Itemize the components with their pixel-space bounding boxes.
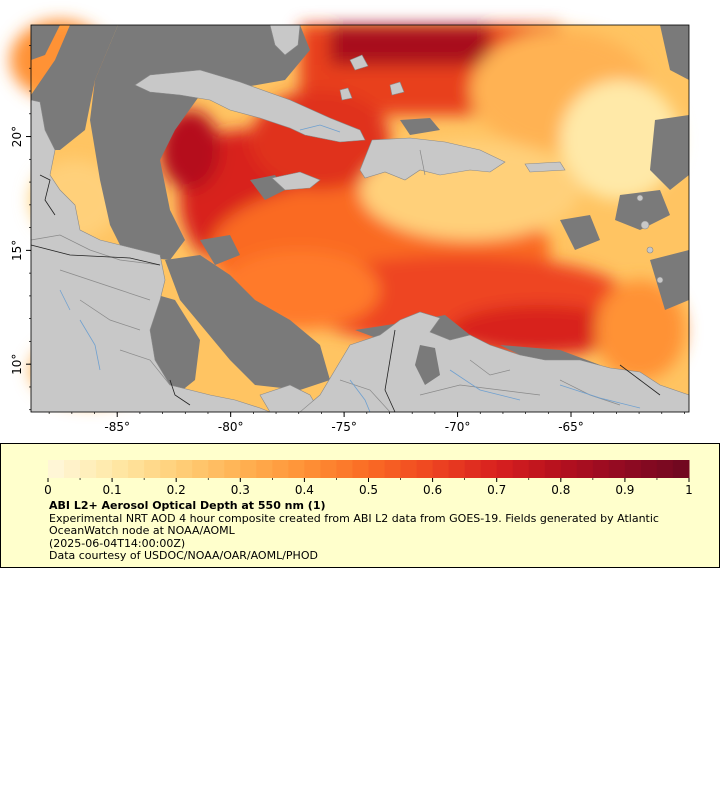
colorbar-cell bbox=[160, 460, 177, 478]
colorbar-cell bbox=[288, 460, 305, 478]
colorbar-cell bbox=[416, 460, 434, 478]
colorbar-tick-label: 0.1 bbox=[103, 483, 122, 494]
lon-tick-label: -80° bbox=[218, 420, 244, 434]
latitude-axis: 20° 15° 10° bbox=[10, 45, 31, 411]
colorbar-ticks: 0 0.1 0.2 0.3 0.4 0.5 0.6 0.7 0.8 0.9 1 bbox=[44, 478, 693, 494]
colorbar-cell bbox=[672, 460, 690, 478]
colorbar-cell bbox=[48, 460, 65, 478]
colorbar-tick-label: 0.8 bbox=[551, 483, 570, 494]
colorbar-tick-label: 0.4 bbox=[295, 483, 314, 494]
colorbar-cell bbox=[192, 460, 209, 478]
colorbar-cell bbox=[448, 460, 466, 478]
colorbar-cell bbox=[432, 460, 450, 478]
lat-tick-label: 10° bbox=[10, 354, 24, 375]
colorbar-tick-label: 0 bbox=[44, 483, 52, 494]
colorbar-cell bbox=[64, 460, 81, 478]
colorbar-cell bbox=[640, 460, 658, 478]
colorbar-cell bbox=[480, 460, 498, 478]
colorbar-tick-label: 0.3 bbox=[231, 483, 250, 494]
lon-tick-label: -70° bbox=[445, 420, 471, 434]
map-figure: -85° -80° -75° -70° -65° 20° 15° 10° bbox=[10, 20, 690, 434]
colorbar-cell bbox=[128, 460, 145, 478]
colorbar-cell bbox=[656, 460, 674, 478]
lon-tick-label: -85° bbox=[104, 420, 130, 434]
colorbar-cell bbox=[96, 460, 113, 478]
map-area bbox=[10, 20, 690, 413]
colorbar-cell bbox=[208, 460, 225, 478]
colorbar-cell bbox=[592, 460, 610, 478]
hispaniola-island bbox=[359, 137, 506, 181]
rivers bbox=[59, 124, 641, 413]
colorbar-cell bbox=[304, 460, 321, 478]
colorbar-cell bbox=[256, 460, 273, 478]
legend-credit: Data courtesy of USDOC/NOAA/OAR/AOML/PHO… bbox=[49, 549, 318, 562]
lon-tick-label: -75° bbox=[331, 420, 357, 434]
legend-description: Experimental NRT AOD 4 hour composite cr… bbox=[49, 511, 659, 537]
colorbar-cells bbox=[48, 460, 690, 478]
colorbar-cell bbox=[384, 460, 402, 478]
cuba-island bbox=[134, 69, 366, 143]
colorbar-cell bbox=[624, 460, 642, 478]
colorbar-cell bbox=[80, 460, 97, 478]
colorbar-cell bbox=[336, 460, 353, 478]
colorbar-cell bbox=[240, 460, 257, 478]
longitude-axis: -85° -80° -75° -70° -65° bbox=[48, 412, 685, 434]
colorbar-cell bbox=[224, 460, 241, 478]
colorbar-tick-label: 1 bbox=[685, 483, 693, 494]
colorbar-cell bbox=[576, 460, 594, 478]
jamaica-island bbox=[271, 171, 321, 191]
colorbar-cell bbox=[368, 460, 386, 478]
south-america bbox=[299, 311, 690, 413]
colorbar-tick-label: 0.2 bbox=[167, 483, 186, 494]
legend-title: ABI L2+ Aerosol Optical Depth at 550 nm … bbox=[49, 499, 326, 512]
colorbar-cell bbox=[320, 460, 337, 478]
lat-tick-label: 15° bbox=[10, 240, 24, 261]
aod-field bbox=[10, 20, 685, 405]
lon-tick-label: -65° bbox=[558, 420, 584, 434]
land bbox=[30, 24, 690, 413]
colorbar-cell bbox=[144, 460, 161, 478]
colorbar-tick-label: 0.5 bbox=[359, 483, 378, 494]
legend-box: 0 0.1 0.2 0.3 0.4 0.5 0.6 0.7 0.8 0.9 1 ABI L2+ Ae… bbox=[0, 443, 720, 568]
colorbar-tick-label: 0.7 bbox=[487, 483, 506, 494]
colorbar-cell bbox=[112, 460, 129, 478]
legend-text: ABI L2+ Aerosol Optical Depth at 550 nm … bbox=[49, 499, 699, 563]
colorbar-cell bbox=[400, 460, 418, 478]
lat-tick-label: 20° bbox=[10, 126, 24, 147]
puerto-rico-island bbox=[524, 161, 566, 173]
colorbar-cell bbox=[528, 460, 546, 478]
colorbar-cell bbox=[352, 460, 369, 478]
country-borders bbox=[30, 174, 661, 413]
colorbar-cell bbox=[464, 460, 482, 478]
colorbar: 0 0.1 0.2 0.3 0.4 0.5 0.6 0.7 0.8 0.9 1 bbox=[44, 460, 693, 494]
colorbar-cell bbox=[560, 460, 578, 478]
legend-timestamp: (2025-06-04T14:00:00Z) bbox=[49, 536, 186, 550]
central-america bbox=[30, 99, 271, 413]
colorbar-cell bbox=[272, 460, 289, 478]
colorbar-cell bbox=[512, 460, 530, 478]
colorbar-cell bbox=[608, 460, 626, 478]
colorbar-cell bbox=[544, 460, 562, 478]
colorbar-cell bbox=[176, 460, 193, 478]
borders bbox=[30, 149, 621, 413]
colorbar-tick-label: 0.9 bbox=[615, 483, 634, 494]
colorbar-cell bbox=[496, 460, 514, 478]
colorbar-tick-label: 0.6 bbox=[423, 483, 442, 494]
